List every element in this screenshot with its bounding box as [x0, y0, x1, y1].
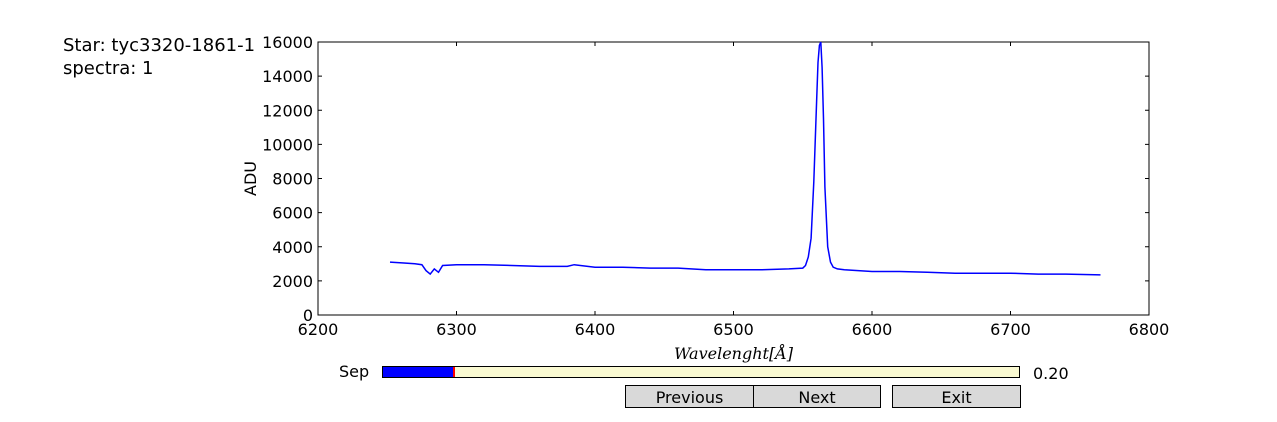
star-name-label: Star: tyc3320-1861-1 — [63, 35, 256, 56]
x-tick-label: 6500 — [713, 320, 754, 339]
x-tick-label: 6700 — [990, 320, 1031, 339]
y-tick-label: 14000 — [262, 67, 313, 86]
previous-button[interactable]: Previous — [625, 385, 754, 408]
x-tick-label: 6800 — [1129, 320, 1170, 339]
spectra-count-label: spectra: 1 — [63, 58, 154, 79]
x-tick-label: 6300 — [436, 320, 477, 339]
x-tick-label: 6200 — [298, 320, 339, 339]
sep-slider[interactable] — [382, 366, 1020, 378]
x-axis-label: Wavelenght[Å] — [674, 343, 794, 363]
next-button[interactable]: Next — [753, 385, 881, 408]
sep-slider-label: Sep — [339, 362, 370, 381]
x-tick-label: 6400 — [575, 320, 616, 339]
y-tick-label: 6000 — [272, 204, 313, 223]
y-tick-label: 8000 — [272, 170, 313, 189]
y-tick-label: 4000 — [272, 238, 313, 257]
sep-slider-handle[interactable] — [452, 367, 455, 377]
y-tick-label: 16000 — [262, 33, 313, 52]
exit-button[interactable]: Exit — [892, 385, 1021, 408]
y-tick-label: 2000 — [272, 272, 313, 291]
sep-slider-value: 0.20 — [1033, 364, 1069, 383]
spectrum-line — [389, 41, 1101, 276]
y-tick-label: 0 — [303, 306, 313, 325]
sep-slider-fill — [383, 367, 454, 377]
x-tick-label: 6600 — [852, 320, 893, 339]
y-tick-label: 10000 — [262, 135, 313, 154]
y-axis-label: ADU — [241, 161, 260, 196]
y-tick-label: 12000 — [262, 101, 313, 120]
